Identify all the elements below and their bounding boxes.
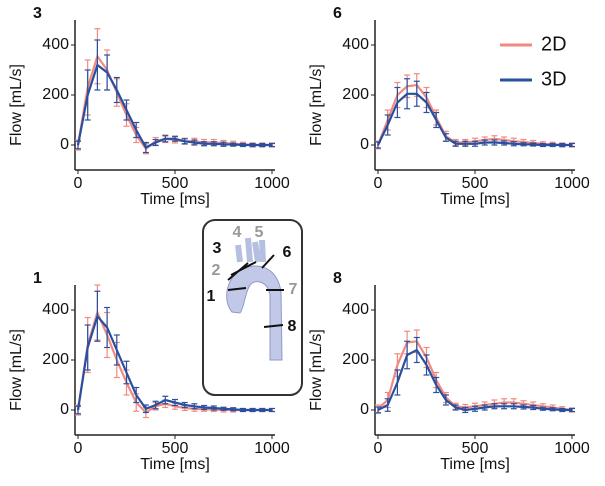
y-axis-label: Flow [mL/s]	[8, 329, 25, 411]
plane-label: 1	[207, 288, 216, 305]
panel-title: 8	[333, 270, 342, 287]
x-axis-label: Time [ms]	[440, 191, 510, 208]
y-tick-label: 400	[42, 36, 69, 53]
x-tick-label: 500	[162, 175, 189, 192]
y-tick-label: 200	[342, 351, 369, 368]
series-line	[377, 348, 572, 412]
y-tick-label: 0	[360, 136, 369, 153]
x-tick-label: 1000	[554, 175, 590, 192]
panel-title: 3	[33, 5, 42, 22]
panel: 0 200 400 0 500 1000 Time [ms] Flow [mL/s] 1	[8, 270, 290, 473]
panel-title: 6	[333, 5, 342, 22]
y-tick-label: 400	[342, 301, 369, 318]
plane-label: 7	[289, 281, 298, 298]
x-tick-label: 0	[374, 440, 383, 457]
x-tick-label: 0	[74, 175, 83, 192]
y-axis-label: Flow [mL/s]	[308, 64, 325, 146]
plane-label: 5	[255, 224, 264, 241]
x-tick-label: 0	[374, 175, 383, 192]
y-tick-label: 200	[42, 86, 69, 103]
x-axis-label: Time [ms]	[140, 191, 210, 208]
x-tick-label: 500	[462, 175, 489, 192]
inset-diagram: 4 5 3 6 2 1 7 8	[202, 219, 303, 396]
series-line	[76, 314, 272, 412]
x-tick-label: 1000	[254, 175, 290, 192]
y-tick-label: 200	[342, 86, 369, 103]
plane-label: 2	[212, 262, 221, 279]
y-tick-label: 0	[360, 401, 369, 418]
x-tick-label: 500	[462, 440, 489, 457]
x-tick-label: 0	[74, 440, 83, 457]
y-tick-label: 200	[42, 351, 69, 368]
cut-planes	[227, 254, 284, 328]
panel: 0 200 400 0 500 1000 Time [ms] Flow [mL/s] 6 2D 3D	[308, 5, 590, 208]
y-tick-label: 400	[42, 301, 69, 318]
y-axis-label: Flow [mL/s]	[8, 64, 25, 146]
y-axis-label: Flow [mL/s]	[308, 329, 325, 411]
panel-title: 1	[33, 270, 42, 287]
plane-label: 3	[213, 240, 222, 257]
legend-label: 3D	[541, 68, 567, 90]
x-axis-label: Time [ms]	[140, 456, 210, 473]
y-tick-label: 400	[342, 36, 369, 53]
legend-label: 2D	[541, 33, 567, 55]
series-line	[76, 63, 272, 149]
plane-label: 8	[288, 318, 297, 335]
x-tick-label: 1000	[254, 440, 290, 457]
x-tick-label: 1000	[554, 440, 590, 457]
plane-label: 4	[233, 224, 242, 241]
aorta-branches	[235, 237, 266, 263]
plane-label: 6	[283, 244, 292, 261]
panel: 0 200 400 0 500 1000 Time [ms] Flow [mL/s] 8	[308, 270, 590, 473]
x-axis-label: Time [ms]	[440, 456, 510, 473]
x-tick-label: 500	[162, 440, 189, 457]
series-line	[377, 92, 572, 147]
y-tick-label: 0	[60, 136, 69, 153]
panel: 0 200 400 0 500 1000 Time [ms] Flow [mL/s] 3	[8, 5, 290, 208]
y-tick-label: 0	[60, 401, 69, 418]
